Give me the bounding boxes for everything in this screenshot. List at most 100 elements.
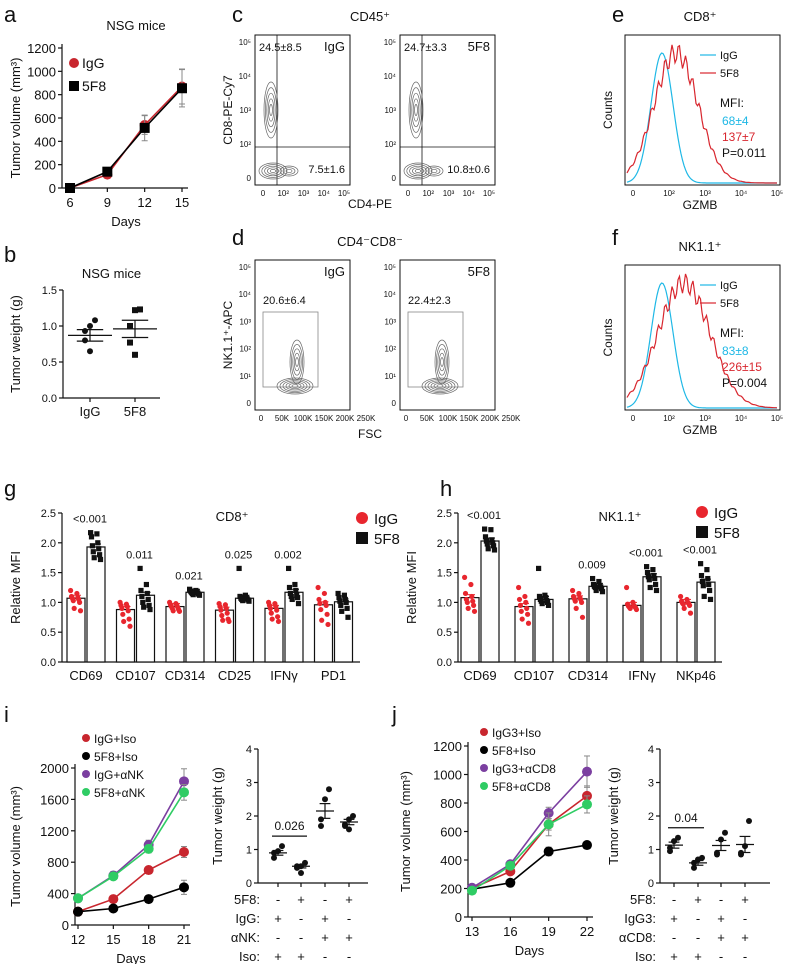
y-tick-label: 1.0 — [42, 321, 57, 333]
contour-line — [291, 384, 299, 388]
data-point — [346, 826, 352, 833]
condition-sign: - — [696, 911, 700, 926]
data-point — [336, 595, 342, 601]
data-point — [576, 590, 582, 597]
x-tick-label: 10² — [422, 189, 434, 198]
legend-label: 5F8 — [82, 78, 106, 94]
y-tick-label: 4 — [648, 744, 654, 756]
data-point — [73, 906, 83, 917]
x-tick-label: 250K — [502, 414, 521, 423]
data-point — [95, 540, 101, 546]
data-point — [316, 596, 322, 603]
x-tick-label: CD314 — [568, 668, 608, 683]
data-point — [645, 574, 651, 580]
condition-sign: - — [672, 892, 676, 907]
p-value: P=0.004 — [722, 376, 767, 390]
series-line — [77, 886, 185, 913]
data-point — [140, 599, 146, 605]
data-point — [88, 534, 95, 540]
p-value: <0.001 — [73, 514, 107, 526]
data-point — [471, 602, 477, 608]
contour-line — [267, 167, 279, 175]
data-point — [325, 621, 331, 628]
x-tick-label: 100K — [294, 414, 313, 423]
y-axis-label: Tumor weight (g) — [8, 295, 23, 393]
quadrant-percent: 7.5±1.6 — [308, 164, 345, 176]
condition-label: Iso: — [635, 949, 656, 964]
y-axis-label: Counts — [601, 318, 615, 356]
panel-label: e — [612, 2, 624, 27]
legend-marker — [82, 770, 90, 778]
x-tick-label: 10³ — [443, 189, 455, 198]
y-tick-label: 1200 — [433, 739, 462, 754]
data-point — [687, 602, 693, 608]
chart-title: NK1.1⁺ — [599, 509, 642, 524]
y-axis-label: Counts — [601, 91, 615, 129]
data-point — [298, 869, 304, 876]
bar — [588, 585, 608, 663]
p-value: 0.021 — [175, 570, 203, 582]
data-point — [523, 599, 529, 606]
x-tick-label: CD314 — [165, 668, 205, 683]
condition-label: αCD8: — [619, 930, 656, 945]
x-tick-label: 0 — [404, 414, 409, 423]
panel-label: i — [4, 702, 9, 727]
legend-marker — [356, 532, 368, 544]
data-point — [97, 552, 103, 558]
p-value: <0.001 — [629, 548, 663, 560]
data-point — [89, 543, 95, 549]
x-tick-label: 200K — [481, 414, 500, 423]
data-point — [323, 602, 329, 608]
data-point — [196, 592, 203, 598]
y-tick-label: 1.5 — [41, 568, 56, 580]
contour-line — [436, 344, 448, 380]
data-point — [326, 786, 332, 793]
y-tick-label: 1.5 — [437, 568, 452, 580]
condition-sign: - — [743, 911, 747, 926]
legend-label: IgG3+αCD8 — [492, 762, 556, 776]
data-point — [279, 843, 285, 850]
bar — [514, 605, 534, 663]
gate-percent: 20.6±6.4 — [263, 295, 306, 307]
data-point — [484, 541, 490, 547]
chart-title: CD45⁺ — [350, 9, 390, 24]
data-point — [147, 606, 153, 613]
panel-label: g — [4, 476, 16, 501]
data-point — [644, 570, 651, 576]
y-axis-label: Tumor weight (g) — [606, 767, 621, 865]
data-point — [92, 317, 98, 324]
data-point — [573, 605, 579, 611]
condition-sign: + — [694, 949, 702, 964]
condition-sign: + — [274, 949, 282, 964]
quadrant-percent: 24.7±3.3 — [404, 42, 447, 54]
data-point — [224, 610, 230, 616]
data-point — [132, 351, 138, 358]
contour-line — [430, 168, 438, 174]
x-tick-label: 12 — [137, 195, 151, 210]
data-point — [714, 851, 720, 858]
data-point — [482, 526, 488, 532]
y-tick-label: 0 — [247, 399, 252, 408]
legend-label: 5F8 — [720, 298, 739, 310]
y-axis-label: CD8-PE-Cy7 — [221, 75, 235, 145]
condition-sign: + — [274, 911, 282, 926]
data-point — [289, 596, 295, 603]
legend-label: IgG — [714, 505, 738, 522]
contour-line — [427, 167, 441, 175]
contour-line — [289, 339, 305, 385]
data-point — [143, 581, 149, 588]
data-point — [579, 614, 586, 620]
y-tick-label: 10² — [239, 345, 251, 354]
legend-marker — [82, 734, 90, 742]
condition-sign: - — [299, 930, 303, 945]
x-tick-label: 19 — [541, 924, 555, 939]
contour-line — [293, 352, 301, 372]
bar — [480, 540, 500, 663]
data-point — [687, 610, 694, 616]
group-label: IgG — [324, 39, 345, 54]
data-point — [337, 598, 343, 604]
data-point — [698, 572, 705, 579]
data-point — [220, 617, 226, 623]
data-point — [465, 605, 471, 611]
panel-label: f — [612, 225, 619, 250]
